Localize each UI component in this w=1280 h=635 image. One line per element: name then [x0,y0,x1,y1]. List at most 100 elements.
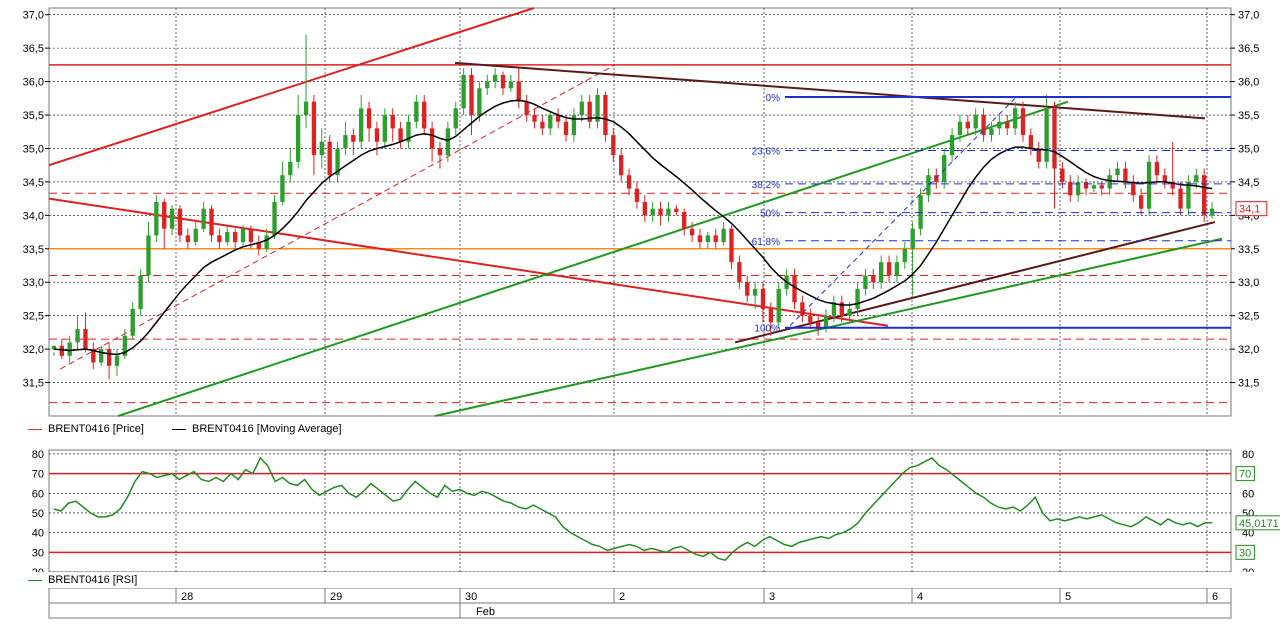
candle-body [729,228,734,263]
candle-body [390,115,395,129]
price-ytick-left: 33,0 [23,277,44,289]
descending-trend-line[interactable] [48,197,889,327]
x-month-label: Feb [476,606,495,618]
rsi-ytick-left: 60 [32,488,44,500]
candle-body [666,208,671,216]
candle-body [737,262,742,283]
upper-channel-line[interactable] [48,7,535,167]
candle-body [792,275,797,303]
candle-body [319,141,324,156]
candle-body [288,161,293,176]
candle-body [209,208,214,236]
rsi-ytick-right: 60 [1242,488,1254,500]
candle-body [366,108,372,129]
candle-body [745,282,750,296]
candle-body [114,355,120,366]
price-ytick-left: 32,5 [23,311,44,323]
candle-body [177,208,183,236]
candle-body [508,81,514,89]
price-ytick-right: 32,5 [1238,311,1259,323]
candle-body [1115,168,1120,176]
price-ytick-right: 32,0 [1238,344,1259,356]
candle-body [603,94,608,136]
candle-body [138,275,143,309]
moving-average-line [53,99,1213,356]
legend-rsi-label: BRENT0416 [RSI] [48,574,138,586]
candle-body [540,121,545,129]
price-ytick-right: 35,5 [1238,110,1259,122]
candle-body [1131,181,1136,196]
candle-body [185,235,191,243]
rsi-ytick-left: 50 [32,508,44,520]
candle-body [902,248,907,263]
candle-body [847,308,852,316]
candle-body [256,242,261,249]
candle-body [1091,185,1097,189]
candle-body [232,232,238,243]
candle-body [563,121,569,136]
candle-body [406,121,411,142]
candle-body [642,201,647,216]
candle-body [1123,168,1128,182]
candle-body [808,315,813,323]
rsi-70-tag-box [1235,466,1255,482]
candle-body [248,228,254,243]
candle-body [1146,161,1152,209]
candle-body [949,135,955,156]
candle-body [303,101,309,116]
candle-body [1170,181,1175,189]
candle-body [485,81,490,89]
dashed-trend-line[interactable] [59,64,616,370]
candle-body [461,74,466,109]
legend-ma-swatch [172,428,186,430]
rsi-line [53,456,1213,562]
candle-body [548,115,553,129]
x-day-label: 30 [465,591,477,603]
candle-body [1012,108,1018,129]
green-trend-line[interactable] [117,100,1069,417]
candle-body [634,188,640,202]
candle-body [51,345,57,350]
candle-body [83,329,88,350]
candle-body [1202,175,1207,216]
candle-body [359,108,364,142]
rsi-ytick-right: 80 [1242,449,1254,461]
candle-body [760,288,766,309]
legend-rsi[interactable]: BRENT0416 [RSI] [28,574,137,586]
candle-body [437,148,443,156]
candle-body [225,232,230,243]
legend-price[interactable]: BRENT0416 [Price] [28,423,144,435]
candle-body [75,329,80,343]
fib-label: 50% [760,209,780,220]
legend-ma-label: BRENT0416 [Moving Average] [192,423,342,435]
candle-body [942,155,947,182]
legend-ma[interactable]: BRENT0416 [Moving Average] [172,423,342,435]
price-ytick-left: 35,5 [23,110,44,122]
fib-label: 100% [754,324,780,335]
candle-body [516,81,521,102]
candle-body [201,208,206,229]
candle-body [99,349,104,363]
price-ytick-left: 34,0 [23,210,44,222]
price-ytick-right: 31,5 [1238,378,1259,390]
candle-body [886,262,892,276]
candle-body [626,175,632,189]
x-day-label: 3 [769,591,775,603]
candle-body [327,141,332,176]
candle-body [1052,108,1057,169]
candle-body [351,135,356,142]
last-price-tag-box [1235,201,1268,217]
candle-body [989,128,994,136]
legend-price-swatch [28,428,42,430]
candle-body [429,128,435,149]
candle-body [130,308,135,336]
candle-body [705,235,711,243]
rsi-ytick-right: 40 [1242,528,1254,540]
candle-body [272,201,277,236]
candle-body [697,235,703,243]
candle-body [1028,135,1034,149]
dark-support-line[interactable] [734,221,1216,344]
dark-resistance-line[interactable] [454,61,1206,120]
fib-label: 0% [766,93,781,104]
candle-body [1107,175,1112,189]
